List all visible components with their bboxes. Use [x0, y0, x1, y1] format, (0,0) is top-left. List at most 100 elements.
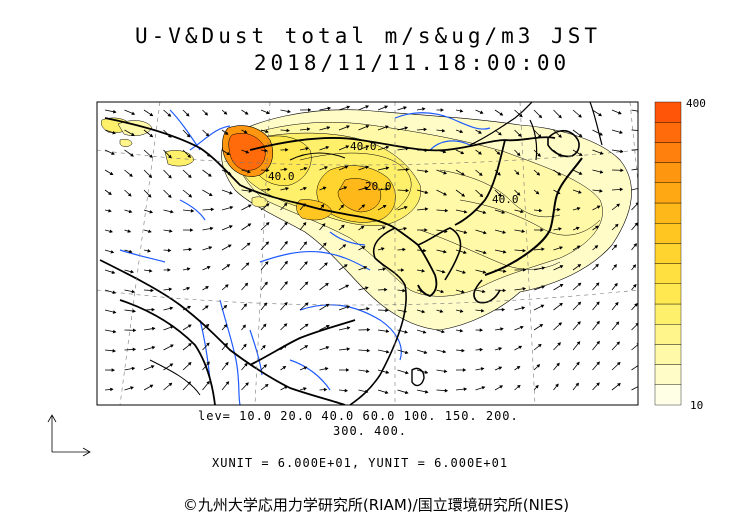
- wind-vector-head: [632, 264, 637, 269]
- wind-vector: [631, 386, 638, 391]
- wind-vector-head: [304, 261, 308, 265]
- wind-vector-head: [515, 171, 520, 175]
- colorbar: [654, 101, 682, 406]
- wind-vector-head: [535, 190, 540, 195]
- wind-vector-head: [265, 129, 269, 134]
- wind-vector-head: [151, 326, 156, 331]
- wind-vector-head: [520, 209, 524, 214]
- wind-vector-head: [264, 383, 269, 388]
- wind-vector-head: [463, 209, 468, 214]
- wind-vector-head: [617, 111, 622, 115]
- wind-vector-head: [596, 320, 600, 325]
- colorbar-swatch: [654, 222, 682, 244]
- wind-vector-head: [558, 114, 562, 119]
- wind-vector-head: [244, 282, 249, 287]
- wind-vector-head: [345, 145, 350, 149]
- wind-vector-head: [479, 110, 484, 114]
- wind-vector-head: [324, 262, 328, 266]
- wind-vector-head: [442, 149, 447, 154]
- wind-vector-head: [188, 193, 193, 198]
- wind-vector-head: [540, 228, 544, 232]
- wind-vector-head: [112, 348, 116, 353]
- wind-vector-head: [459, 328, 464, 333]
- wind-vector-head: [556, 190, 561, 195]
- wind-vector-head: [423, 248, 427, 253]
- wind-vector-head: [559, 283, 564, 288]
- wind-vector-head: [424, 169, 429, 174]
- colorbar-swatch: [654, 384, 682, 406]
- wind-vector-head: [463, 387, 468, 391]
- wind-vector-head: [577, 301, 582, 306]
- wind-vector-head: [262, 344, 266, 349]
- wind-vector-head: [366, 327, 371, 332]
- colorbar-swatch: [654, 263, 682, 285]
- wind-vector-head: [599, 132, 603, 136]
- wind-vector-head: [557, 342, 561, 346]
- wind-vector-head: [620, 168, 624, 173]
- wind-vector-head: [459, 129, 464, 134]
- colorbar-swatch: [654, 303, 682, 325]
- wind-vector-head: [443, 369, 448, 374]
- wind-vector-head: [444, 208, 449, 213]
- wind-vector-head: [325, 346, 330, 350]
- wind-vector-head: [498, 366, 503, 370]
- wind-vector-head: [108, 208, 112, 213]
- unit-scale-line: XUNIT = 6.000E+01, YUNIT = 6.000E+01: [212, 456, 509, 470]
- wind-vector-head: [558, 322, 563, 326]
- wind-vector-head: [502, 230, 507, 234]
- wind-vector-head: [614, 282, 618, 287]
- wind-vector-head: [110, 250, 115, 254]
- wind-vector-head: [382, 267, 387, 271]
- wind-vector-head: [614, 223, 619, 228]
- wind-vector-head: [326, 126, 331, 130]
- wind-vector-head: [246, 242, 251, 247]
- wind-vector-head: [150, 365, 155, 369]
- wind-vector-head: [599, 151, 604, 155]
- wind-vector-head: [421, 269, 426, 273]
- wind-vector-head: [637, 363, 638, 365]
- wind-vector-head: [575, 382, 580, 387]
- wind-vector-head: [443, 192, 447, 196]
- wind-vector-head: [342, 244, 347, 248]
- wind-vector-head: [424, 228, 428, 232]
- wind-vector-head: [190, 228, 194, 232]
- wind-vector-head: [242, 324, 246, 329]
- wind-vector-head: [226, 151, 231, 156]
- wind-vector-head: [596, 205, 601, 209]
- wind-vector-head: [559, 246, 563, 250]
- wind-vector-head: [227, 171, 232, 175]
- wind-vector-head: [229, 205, 234, 210]
- wind-vector-head: [501, 307, 506, 312]
- colorbar-swatch: [654, 243, 682, 264]
- wind-vector-head: [227, 244, 232, 248]
- wind-vector-head: [617, 382, 621, 387]
- wind-vector-head: [284, 281, 288, 285]
- wind-vector-head: [130, 386, 134, 390]
- wind-vector-head: [518, 345, 523, 350]
- wind-vector-head: [346, 125, 350, 129]
- wind-vector-head: [210, 207, 215, 212]
- wind-vector-head: [381, 247, 385, 251]
- wind-vector: [631, 168, 638, 171]
- wind-vector-head: [441, 128, 446, 133]
- wind-vector-head: [127, 192, 132, 197]
- wind-vector-head: [223, 304, 228, 309]
- wind-vector-head: [243, 303, 247, 308]
- wind-vector-head: [304, 281, 309, 286]
- wind-vector-head: [421, 309, 426, 314]
- wind-vector-head: [208, 192, 213, 197]
- wind-vector-head: [169, 363, 174, 367]
- wind-vector-head: [168, 382, 173, 387]
- wind-vector-head: [384, 287, 388, 292]
- wind-vector-head: [303, 366, 308, 370]
- wind-vector-head: [266, 168, 270, 173]
- wind-vector: [631, 344, 638, 351]
- wind-vector-head: [479, 328, 484, 332]
- wind-vector-head: [459, 309, 464, 313]
- wind-vector-head: [595, 282, 600, 287]
- wind-vector-head: [226, 264, 231, 268]
- wind-vector-head: [151, 307, 156, 312]
- wind-vector-head: [578, 133, 583, 138]
- wind-vector-head: [576, 341, 581, 345]
- wind-vector-head: [131, 111, 136, 115]
